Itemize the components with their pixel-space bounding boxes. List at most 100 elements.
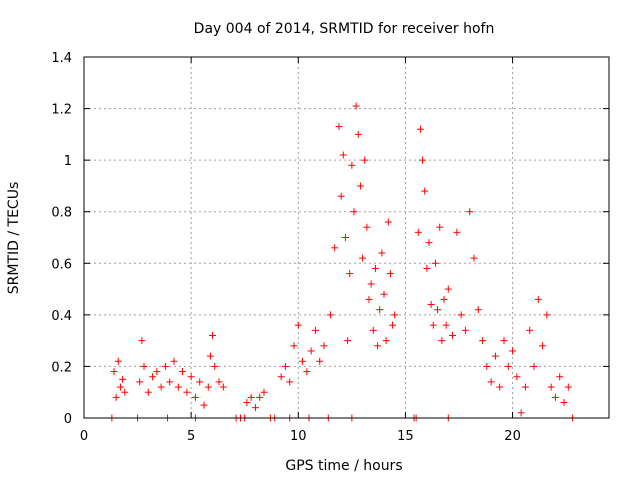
data-point bbox=[166, 378, 174, 386]
data-point bbox=[564, 383, 572, 391]
data-point bbox=[414, 228, 422, 236]
data-point bbox=[438, 337, 446, 345]
data-point bbox=[431, 259, 439, 267]
y-tick-label: 0.4 bbox=[51, 309, 72, 324]
data-point bbox=[359, 254, 367, 262]
data-point bbox=[534, 295, 542, 303]
x-tick-label: 0 bbox=[80, 429, 88, 444]
data-point bbox=[179, 368, 187, 376]
data-point bbox=[256, 393, 264, 401]
data-point bbox=[112, 393, 120, 401]
data-point bbox=[429, 321, 437, 329]
data-point bbox=[389, 321, 397, 329]
data-point bbox=[140, 362, 148, 370]
data-point bbox=[352, 102, 360, 110]
data-point bbox=[206, 352, 214, 360]
data-point bbox=[149, 373, 157, 381]
data-point bbox=[346, 270, 354, 278]
data-point bbox=[423, 264, 431, 272]
data-point bbox=[251, 404, 259, 412]
data-point bbox=[361, 156, 369, 164]
data-point bbox=[281, 362, 289, 370]
data-point bbox=[303, 368, 311, 376]
data-point bbox=[434, 306, 442, 314]
data-point bbox=[119, 375, 127, 383]
data-point bbox=[509, 347, 517, 355]
data-point bbox=[320, 342, 328, 350]
data-point bbox=[369, 326, 377, 334]
data-point bbox=[539, 342, 547, 350]
data-point bbox=[556, 373, 564, 381]
data-point bbox=[386, 270, 394, 278]
data-point bbox=[316, 357, 324, 365]
data-point bbox=[200, 401, 208, 409]
y-tick-label: 1.4 bbox=[51, 51, 72, 66]
data-point bbox=[416, 125, 424, 133]
y-axis: 0 0.2 0.4 0.6 0.8 1 1.2 1.4 bbox=[51, 51, 609, 427]
data-point bbox=[196, 378, 204, 386]
data-point bbox=[116, 383, 124, 391]
data-point bbox=[517, 409, 525, 417]
data-point bbox=[487, 378, 495, 386]
data-point bbox=[363, 223, 371, 231]
data-point bbox=[356, 182, 364, 190]
data-point bbox=[153, 368, 161, 376]
data-point bbox=[260, 388, 268, 396]
data-point bbox=[376, 306, 384, 314]
data-point bbox=[543, 311, 551, 319]
x-tick-label: 20 bbox=[504, 429, 521, 444]
grid bbox=[84, 57, 609, 418]
data-point bbox=[344, 337, 352, 345]
data-point bbox=[427, 301, 435, 309]
data-point bbox=[299, 357, 307, 365]
data-point bbox=[365, 295, 373, 303]
data-point bbox=[339, 151, 347, 159]
y-tick-label: 0 bbox=[64, 412, 72, 427]
data-point bbox=[174, 383, 182, 391]
data-point bbox=[500, 337, 508, 345]
data-point bbox=[331, 244, 339, 252]
data-point bbox=[170, 357, 178, 365]
data-point bbox=[277, 373, 285, 381]
data-point bbox=[354, 130, 362, 138]
data-point bbox=[243, 399, 251, 407]
data-point bbox=[461, 326, 469, 334]
data-point bbox=[247, 393, 255, 401]
data-point bbox=[378, 249, 386, 257]
data-point bbox=[466, 208, 474, 216]
data-point bbox=[436, 223, 444, 231]
data-point bbox=[136, 378, 144, 386]
data-point bbox=[380, 290, 388, 298]
data-point bbox=[219, 383, 227, 391]
data-point bbox=[457, 311, 465, 319]
data-point bbox=[110, 368, 118, 376]
data-point bbox=[425, 239, 433, 247]
data-point bbox=[560, 399, 568, 407]
data-point bbox=[307, 347, 315, 355]
x-axis-label: GPS time / hours bbox=[285, 458, 402, 474]
y-tick-label: 0.6 bbox=[51, 257, 72, 272]
data-point bbox=[444, 285, 452, 293]
data-point bbox=[311, 326, 319, 334]
data-point bbox=[483, 362, 491, 370]
data-point bbox=[530, 362, 538, 370]
data-point bbox=[157, 383, 165, 391]
data-point bbox=[496, 383, 504, 391]
data-point bbox=[326, 311, 334, 319]
y-tick-label: 0.2 bbox=[51, 360, 72, 375]
y-tick-label: 0.8 bbox=[51, 206, 72, 221]
data-point bbox=[470, 254, 478, 262]
y-tick-label: 1 bbox=[64, 154, 72, 169]
data-point bbox=[513, 373, 521, 381]
data-point bbox=[442, 321, 450, 329]
data-point bbox=[209, 331, 217, 339]
data-point bbox=[382, 337, 390, 345]
data-point bbox=[474, 306, 482, 314]
data-point bbox=[374, 342, 382, 350]
data-point bbox=[491, 352, 499, 360]
data-point bbox=[526, 326, 534, 334]
x-axis: 0 5 10 15 20 bbox=[80, 57, 521, 444]
data-point bbox=[453, 228, 461, 236]
